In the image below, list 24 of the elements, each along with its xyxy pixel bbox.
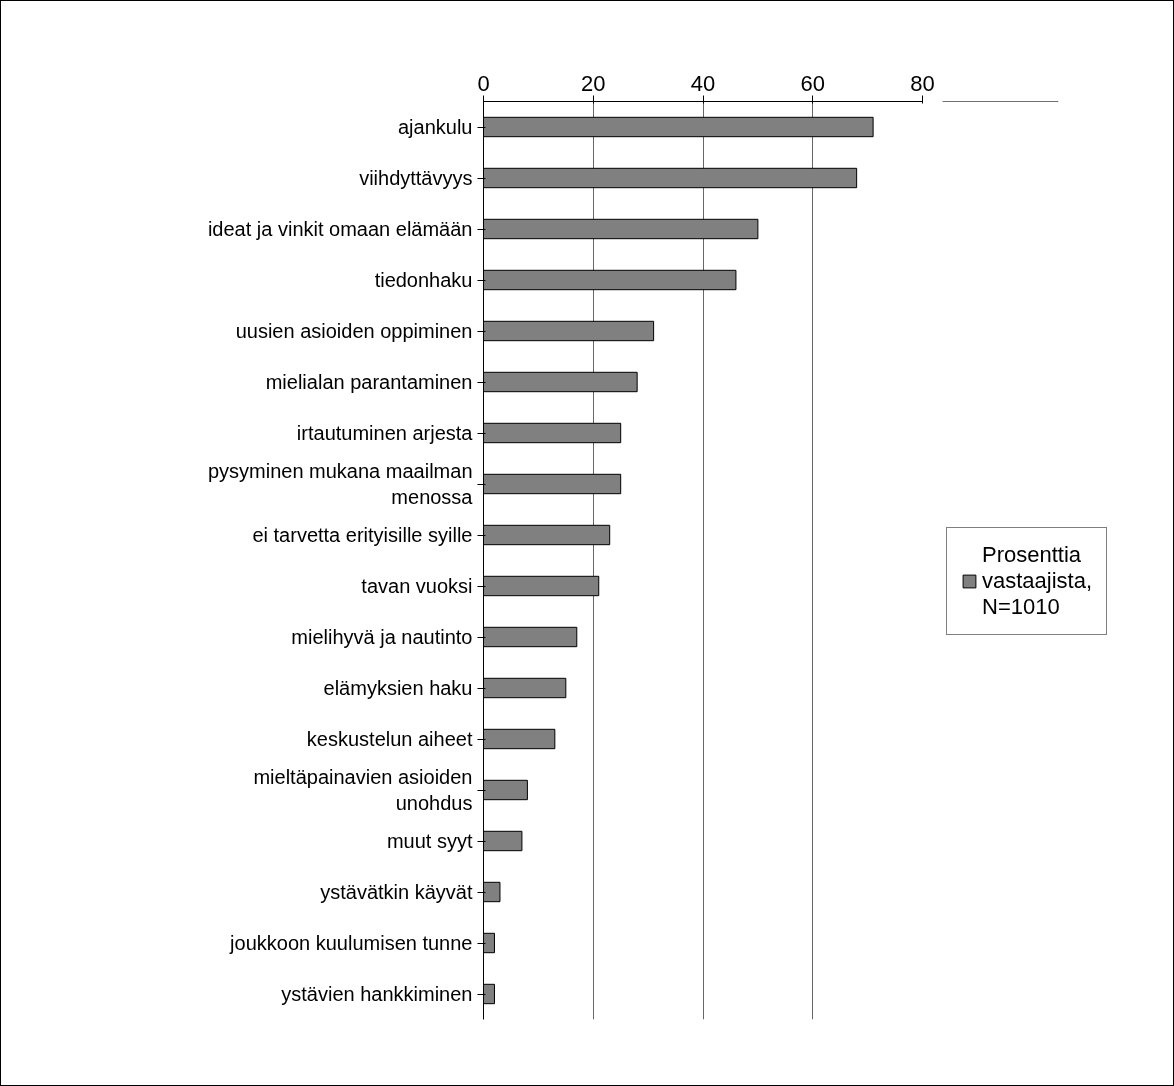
- y-tick-label: ideat ja vinkit omaan elämään: [207, 218, 473, 240]
- y-tick-label: tiedonhaku: [374, 269, 473, 291]
- legend-label: Prosenttia vastaajista, N=1010: [982, 542, 1093, 620]
- y-tick-label: ajankulu: [398, 116, 473, 138]
- y-tick-label: mieltäpainavien asioiden unohdus: [253, 765, 473, 815]
- y-tick-label: ei tarvetta erityisille syille: [252, 524, 473, 546]
- y-tick-label: mielihyvä ja nautinto: [291, 626, 473, 648]
- y-tick-label: tavan vuoksi: [361, 575, 473, 597]
- x-tick-label: 80: [910, 70, 935, 96]
- y-tick-label: pysyminen mukana maailman menossa: [207, 459, 474, 509]
- y-tick-label: uusien asioiden oppiminen: [235, 320, 473, 342]
- y-tick-label: keskustelun aiheet: [306, 728, 473, 750]
- x-tick-label: 40: [690, 70, 716, 96]
- y-tick-label: mielialan parantaminen: [265, 371, 473, 393]
- y-tick-label: viihdyttävyys: [359, 167, 473, 189]
- y-tick-label: irtautuminen arjesta: [296, 422, 474, 444]
- y-tick-label: ystävien hankkiminen: [281, 983, 473, 1005]
- x-tick-label: 60: [800, 70, 825, 96]
- y-tick-label: joukkoon kuulumisen tunne: [229, 932, 473, 954]
- y-tick-label: elämyksien haku: [323, 677, 473, 699]
- y-tick-label: muut syyt: [386, 830, 473, 852]
- y-tick-label: ystävätkin käyvät: [320, 881, 473, 903]
- x-tick-label: 0: [477, 70, 490, 96]
- x-tick-label: 20: [581, 70, 606, 96]
